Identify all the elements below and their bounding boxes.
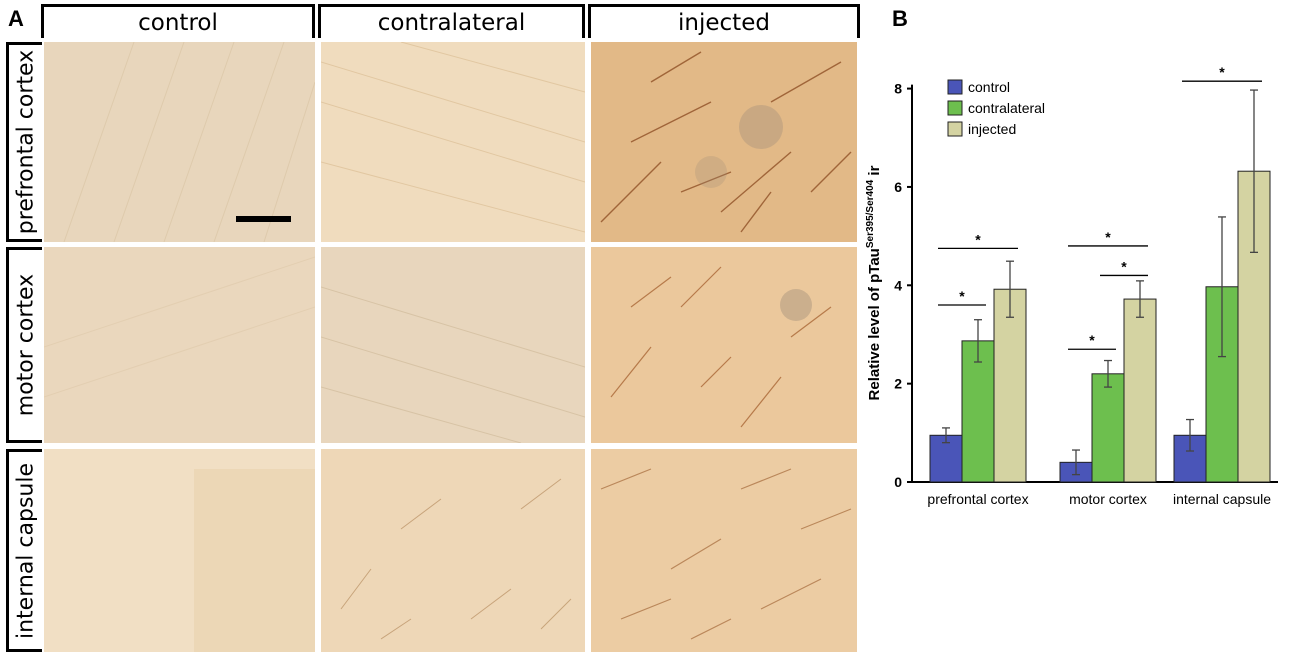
significance-star: *	[1121, 258, 1127, 274]
row-header-internal-capsule: internal capsule	[6, 449, 42, 652]
bar	[1091, 373, 1125, 483]
panel-a-letter: A	[8, 6, 24, 31]
significance-star: *	[1089, 332, 1095, 348]
micrograph-injected-motor	[591, 247, 857, 443]
legend-label: control	[968, 79, 1010, 95]
legend-label: injected	[968, 121, 1016, 137]
x-tick-label: motor cortex	[1069, 491, 1147, 507]
micrograph-contralateral-capsule	[321, 449, 585, 652]
row-header-motor-cortex: motor cortex	[6, 247, 42, 443]
bar	[1123, 298, 1157, 483]
y-tick-label: 8	[894, 81, 902, 97]
column-header-contralateral: contralateral	[318, 4, 585, 38]
panel-b-letter: B	[892, 6, 908, 31]
legend-swatch	[947, 79, 963, 95]
micrograph-control-motor	[44, 247, 315, 443]
y-tick-label: 4	[894, 277, 902, 293]
micrograph-injected-capsule	[591, 449, 857, 652]
significance-star: *	[975, 231, 981, 247]
legend-swatch	[947, 121, 963, 137]
row-label-internal-capsule: internal capsule	[13, 462, 38, 639]
row-label-prefrontal-cortex: prefrontal cortex	[13, 49, 38, 235]
column-header-injected: injected	[588, 4, 860, 38]
y-tick-label: 2	[894, 376, 902, 392]
micrograph-control-prefrontal	[44, 42, 315, 242]
y-tick-label: 0	[894, 474, 902, 490]
y-tick-label: 6	[894, 179, 902, 195]
column-header-control: control	[41, 4, 315, 38]
x-tick-label: internal capsule	[1173, 491, 1271, 507]
bar	[961, 340, 995, 483]
legend-swatch	[947, 100, 963, 116]
significance-star: *	[1105, 229, 1111, 245]
legend-label: contralateral	[968, 100, 1045, 116]
significance-star: *	[959, 288, 965, 304]
y-axis-label: Relative level of pTauSer395/Ser404 ir	[865, 165, 883, 400]
micrograph-injected-prefrontal	[591, 42, 857, 242]
row-header-prefrontal-cortex: prefrontal cortex	[6, 42, 42, 242]
row-label-motor-cortex: motor cortex	[13, 273, 38, 417]
micrograph-contralateral-prefrontal	[321, 42, 585, 242]
significance-star: *	[1219, 64, 1225, 80]
x-tick-label: prefrontal cortex	[927, 491, 1028, 507]
micrograph-contralateral-motor	[321, 247, 585, 443]
scale-bar	[236, 216, 291, 222]
bar	[993, 288, 1027, 483]
micrograph-control-capsule	[44, 449, 315, 652]
bar-chart: 0 2 4 6 8 Relative level of pTauSer395/Ser404…	[865, 64, 1278, 507]
